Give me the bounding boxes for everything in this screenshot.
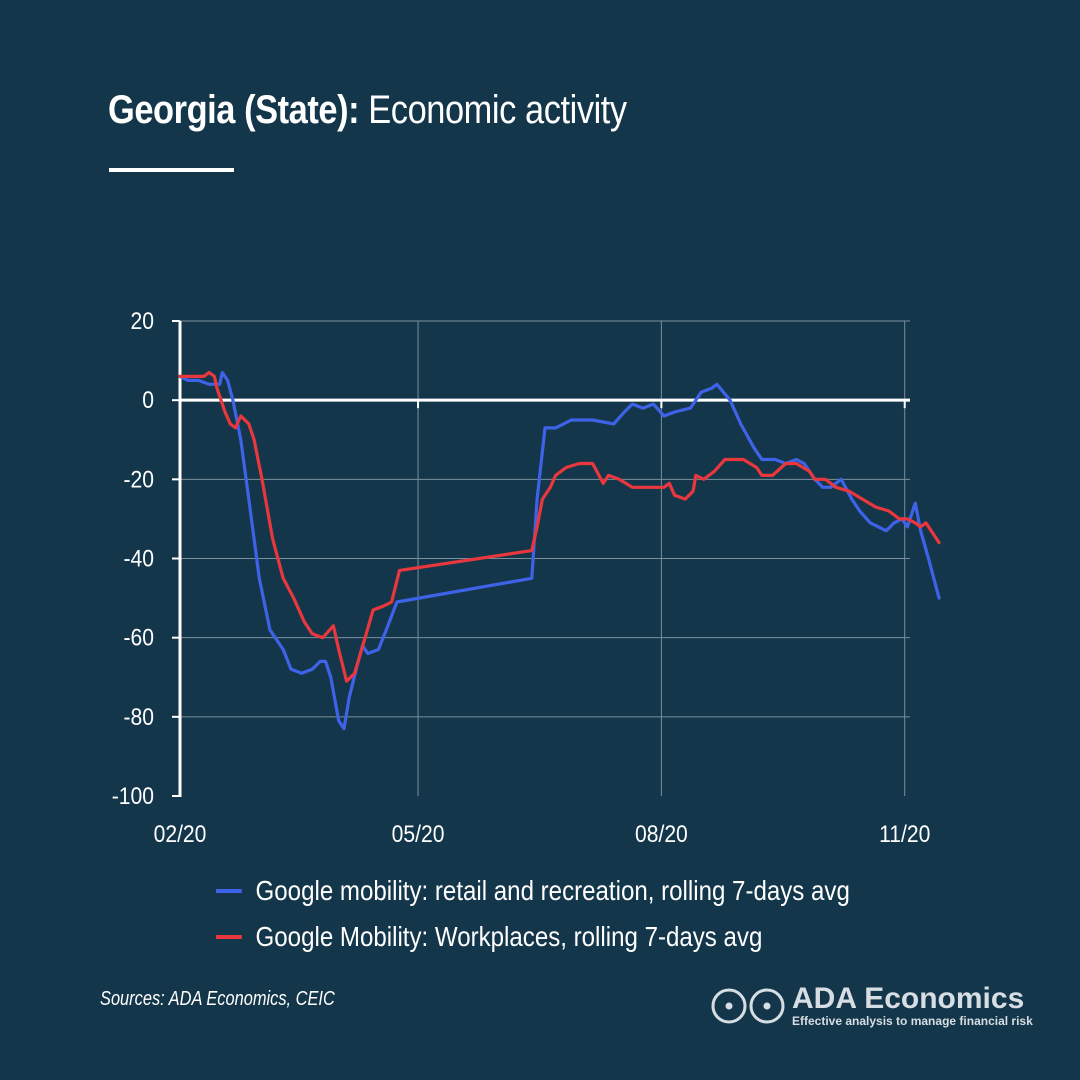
logo-circles-icon bbox=[711, 988, 785, 1024]
series-line-workplaces bbox=[178, 370, 941, 683]
y-tick-label: 20 bbox=[131, 308, 154, 335]
y-tick-label: -20 bbox=[123, 466, 154, 493]
series-line-retail bbox=[178, 370, 941, 731]
sources-note: Sources: ADA Economics, CEIC bbox=[100, 988, 335, 1010]
chart-title: Georgia (State): Economic activity bbox=[108, 88, 627, 133]
legend-swatch-workplaces bbox=[216, 935, 242, 939]
y-tick-label: -60 bbox=[123, 624, 154, 651]
title-underline bbox=[109, 168, 234, 172]
legend-item-retail: Google mobility: retail and recreation, … bbox=[216, 868, 850, 914]
x-tick-label: 08/20 bbox=[635, 821, 688, 848]
x-tick-label: 05/20 bbox=[392, 821, 445, 848]
y-tick-label: 0 bbox=[142, 387, 154, 414]
y-tick-label: -40 bbox=[123, 545, 154, 572]
x-tick-label: 11/20 bbox=[879, 821, 930, 848]
brand-tagline: Effective analysis to manage financial r… bbox=[792, 1014, 1033, 1028]
brand-name: ADA Economics bbox=[792, 982, 1025, 1015]
chart-legend: Google mobility: retail and recreation, … bbox=[216, 868, 850, 960]
chart-title-rest: Economic activity bbox=[359, 88, 627, 132]
legend-item-workplaces: Google Mobility: Workplaces, rolling 7-d… bbox=[216, 914, 850, 960]
legend-swatch-retail bbox=[216, 889, 242, 893]
legend-label-workplaces: Google Mobility: Workplaces, rolling 7-d… bbox=[255, 921, 763, 952]
chart-title-bold: Georgia (State): bbox=[108, 88, 360, 132]
x-tick-label: 02/20 bbox=[154, 821, 207, 848]
legend-label-retail: Google mobility: retail and recreation, … bbox=[255, 875, 850, 906]
y-tick-label: -80 bbox=[123, 704, 154, 731]
y-tick-label: -100 bbox=[112, 783, 154, 810]
brand-logo: ADA Economics Effective analysis to mana… bbox=[710, 982, 1050, 1029]
